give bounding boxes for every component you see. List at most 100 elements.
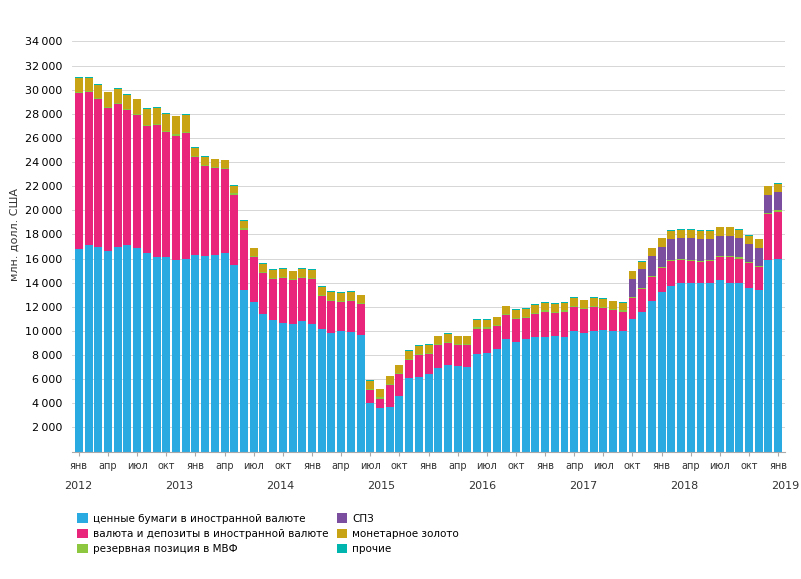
Bar bbox=[250, 258, 258, 302]
Bar bbox=[570, 306, 578, 307]
Bar bbox=[182, 115, 190, 132]
Bar bbox=[444, 342, 452, 343]
Bar bbox=[580, 334, 588, 452]
Bar bbox=[531, 337, 539, 452]
Bar bbox=[75, 92, 83, 93]
Bar bbox=[570, 298, 578, 306]
Bar bbox=[163, 132, 171, 258]
Bar bbox=[220, 170, 228, 252]
Bar bbox=[502, 339, 510, 452]
Bar bbox=[697, 262, 704, 283]
Bar bbox=[415, 355, 423, 377]
Bar bbox=[153, 124, 160, 258]
Bar bbox=[444, 334, 452, 342]
Bar bbox=[434, 346, 442, 368]
Bar bbox=[328, 334, 336, 452]
Bar bbox=[735, 258, 743, 259]
Bar bbox=[123, 245, 131, 452]
Bar bbox=[133, 100, 141, 114]
Bar bbox=[764, 195, 772, 213]
Bar bbox=[269, 279, 277, 320]
Bar bbox=[580, 309, 588, 334]
Bar bbox=[269, 278, 277, 279]
Bar bbox=[502, 316, 510, 339]
Bar bbox=[473, 354, 481, 452]
Bar bbox=[328, 291, 336, 292]
Bar bbox=[318, 329, 326, 452]
Bar bbox=[726, 283, 734, 452]
Bar bbox=[686, 230, 694, 238]
Bar bbox=[648, 248, 656, 256]
Bar bbox=[648, 276, 656, 277]
Bar bbox=[745, 236, 753, 244]
Bar bbox=[85, 92, 93, 245]
Bar bbox=[104, 92, 112, 107]
Bar bbox=[775, 259, 782, 452]
Bar bbox=[590, 307, 598, 331]
Bar bbox=[211, 168, 219, 255]
Bar bbox=[521, 308, 529, 309]
Bar bbox=[318, 296, 326, 329]
Bar bbox=[629, 271, 637, 272]
Bar bbox=[755, 267, 763, 290]
Bar bbox=[220, 160, 228, 168]
Bar bbox=[240, 229, 248, 230]
Bar bbox=[493, 349, 501, 452]
Bar bbox=[347, 292, 355, 300]
Bar bbox=[745, 263, 753, 288]
Bar bbox=[658, 247, 666, 267]
Bar bbox=[453, 336, 461, 345]
Bar bbox=[735, 238, 743, 258]
Bar bbox=[473, 327, 481, 329]
Bar bbox=[133, 114, 141, 115]
Bar bbox=[75, 249, 83, 452]
Bar bbox=[260, 264, 268, 272]
Bar bbox=[745, 244, 753, 262]
Bar bbox=[425, 375, 433, 452]
Bar bbox=[182, 133, 190, 259]
Bar bbox=[570, 307, 578, 331]
Bar bbox=[133, 248, 141, 452]
Bar bbox=[638, 288, 646, 289]
Bar bbox=[201, 156, 209, 157]
Bar bbox=[114, 247, 122, 452]
Bar bbox=[590, 298, 598, 306]
Bar bbox=[347, 301, 355, 332]
Bar bbox=[473, 320, 481, 327]
Bar bbox=[75, 78, 83, 92]
Bar bbox=[775, 211, 782, 259]
Bar bbox=[531, 314, 539, 337]
Bar bbox=[114, 104, 122, 247]
Bar bbox=[153, 108, 160, 123]
Bar bbox=[356, 305, 364, 335]
Bar bbox=[464, 346, 471, 367]
Bar bbox=[220, 168, 228, 170]
Bar bbox=[464, 345, 471, 346]
Bar bbox=[755, 248, 763, 266]
Bar bbox=[512, 342, 520, 452]
Bar bbox=[328, 301, 336, 334]
Bar bbox=[85, 245, 93, 452]
Bar bbox=[638, 312, 646, 452]
Bar bbox=[677, 238, 685, 259]
Bar bbox=[114, 89, 122, 103]
Bar bbox=[551, 303, 559, 304]
Bar bbox=[658, 237, 666, 238]
Bar bbox=[279, 277, 287, 278]
Bar bbox=[775, 192, 782, 210]
Bar bbox=[415, 377, 423, 452]
Bar bbox=[764, 213, 772, 214]
Bar bbox=[512, 310, 520, 318]
Bar bbox=[561, 302, 569, 303]
Bar bbox=[609, 301, 617, 302]
Bar bbox=[561, 312, 569, 337]
Bar bbox=[706, 230, 714, 231]
Bar bbox=[211, 167, 219, 168]
Bar bbox=[541, 310, 549, 312]
Bar bbox=[619, 303, 626, 310]
Bar bbox=[541, 337, 549, 452]
Bar bbox=[163, 114, 171, 131]
Bar bbox=[706, 231, 714, 239]
Bar bbox=[356, 295, 364, 303]
Bar bbox=[123, 94, 131, 109]
